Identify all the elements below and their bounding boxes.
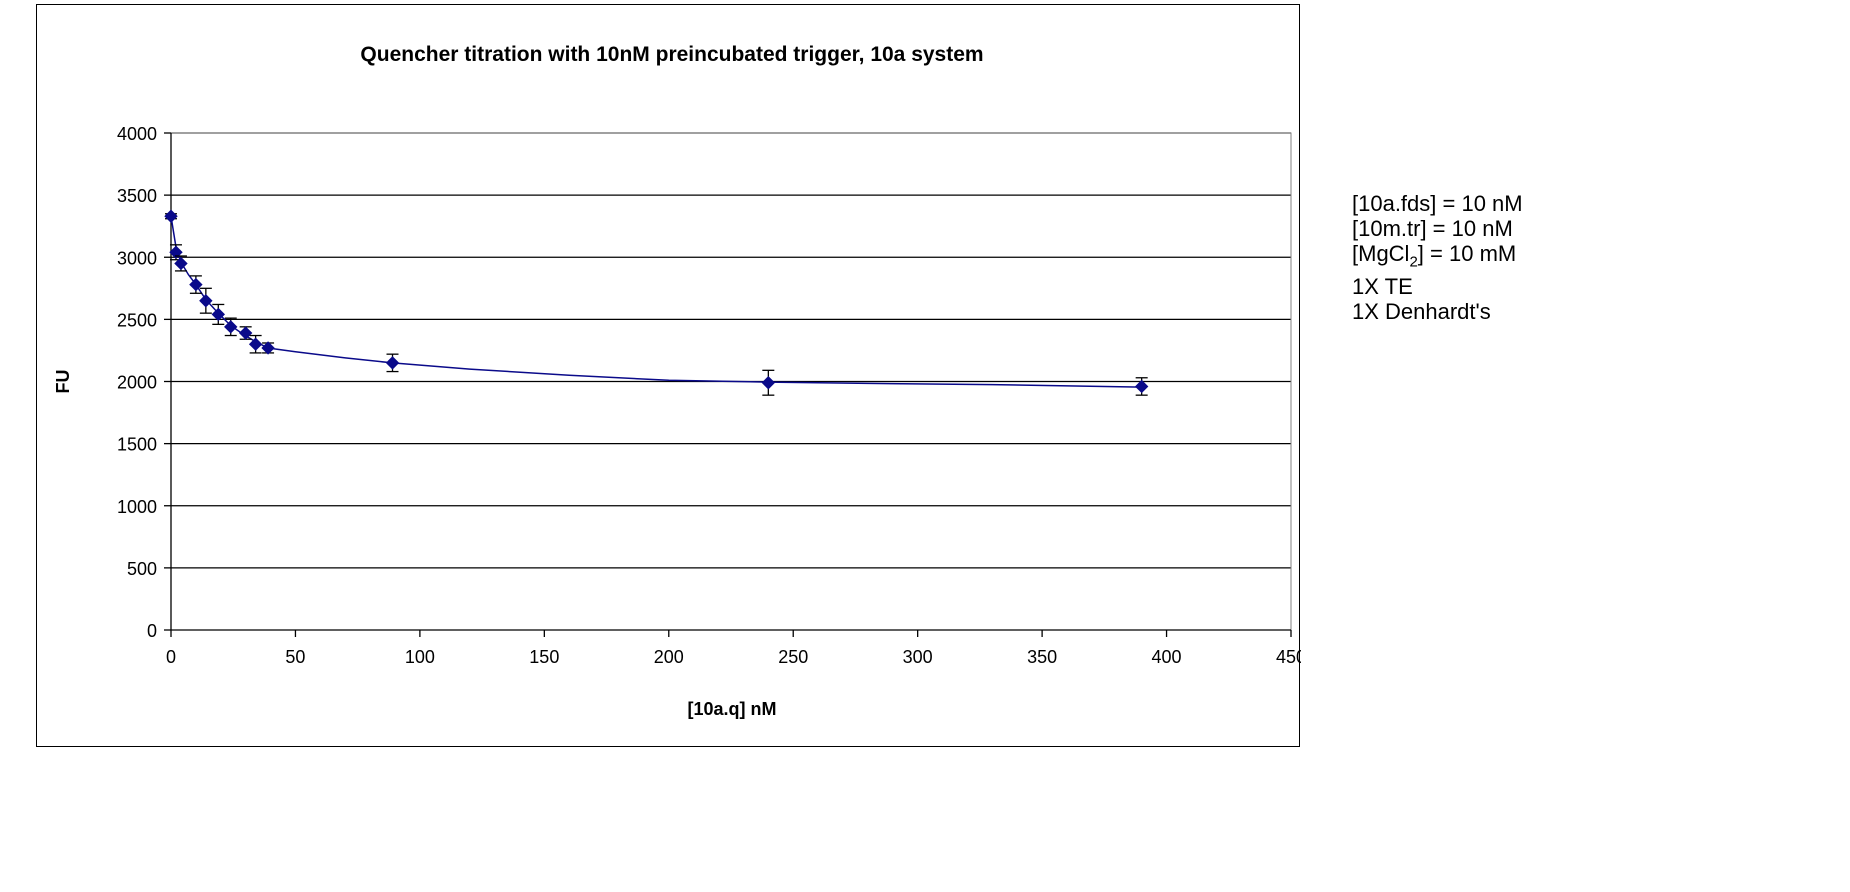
y-tick-labels: 0 500 1000 1500 2000 2500 3000 3500 4000: [117, 124, 157, 641]
chart-area: Quencher titration with 10nM preincubate…: [36, 4, 1301, 747]
x-tick-label-7: 350: [1027, 647, 1057, 667]
condition-mgcl2-sub: 2: [1409, 253, 1418, 271]
axes: [164, 132, 1292, 637]
x-tick-label-1: 50: [285, 647, 305, 667]
data-point-5: [211, 307, 225, 322]
y-tick-label-7: 3500: [117, 186, 157, 206]
condition-fds: [10a.fds] = 10 nM: [1352, 191, 1523, 216]
y-tick-label-8: 4000: [117, 124, 157, 144]
data-point-2: [174, 256, 188, 271]
data-point-4: [199, 294, 213, 308]
x-tick-label-2: 100: [405, 647, 435, 667]
x-tick-label-6: 300: [903, 647, 933, 667]
data-point-6: [224, 320, 238, 334]
y-tick-label-1: 500: [127, 559, 157, 579]
x-tick-label-0: 0: [166, 647, 176, 667]
data-point-8: [248, 337, 263, 351]
condition-mgcl2-post: ] = 10 mM: [1417, 241, 1517, 266]
condition-denhardts: 1X Denhardt's: [1352, 299, 1491, 325]
x-tick-label-3: 150: [529, 647, 559, 667]
data-point-0: [164, 209, 178, 223]
x-tick-label-5: 250: [778, 647, 808, 667]
x-tick-label-8: 400: [1152, 647, 1182, 667]
condition-te: 1X TE: [1352, 274, 1413, 300]
data-point-9: [261, 341, 275, 355]
data-point-7: [238, 326, 253, 340]
data-point-1: [169, 245, 183, 259]
y-tick-label-6: 3000: [117, 248, 157, 268]
data-point-10: [385, 356, 400, 370]
x-tick-labels: 0 50 100 150 200 250 300 350 400 450: [166, 647, 1301, 667]
data-point-3: [189, 277, 203, 292]
y-tick-label-2: 1000: [117, 497, 157, 517]
y-tick-label-0: 0: [147, 621, 157, 641]
condition-mgcl2-pre: [MgCl: [1352, 241, 1410, 266]
conditions-text: [10a.fds] = 10 nM [10m.tr] = 10 nM [MgCl…: [1352, 191, 1523, 324]
y-tick-label-3: 1500: [117, 435, 157, 455]
x-tick-label-9: 450: [1276, 647, 1301, 667]
gridlines: [171, 132, 1291, 569]
y-tick-label-5: 2500: [117, 310, 157, 330]
chart-svg: Quencher titration with 10nM preincubate…: [53, 43, 1301, 719]
series-group: [164, 209, 1149, 396]
condition-tr: [10m.tr] = 10 nM: [1352, 216, 1513, 241]
data-point-11: [761, 376, 776, 390]
fit-curve-0: [170, 216, 1142, 388]
y-axis-label: FU: [53, 370, 73, 394]
data-point-12: [1134, 379, 1149, 394]
x-tick-label-4: 200: [654, 647, 684, 667]
x-axis-label: [10a.q] nM: [687, 699, 776, 719]
chart-title: Quencher titration with 10nM preincubate…: [360, 43, 983, 66]
condition-mgcl2: [MgCl2] = 10 mM: [1352, 241, 1523, 274]
y-tick-label-4: 2000: [117, 373, 157, 393]
